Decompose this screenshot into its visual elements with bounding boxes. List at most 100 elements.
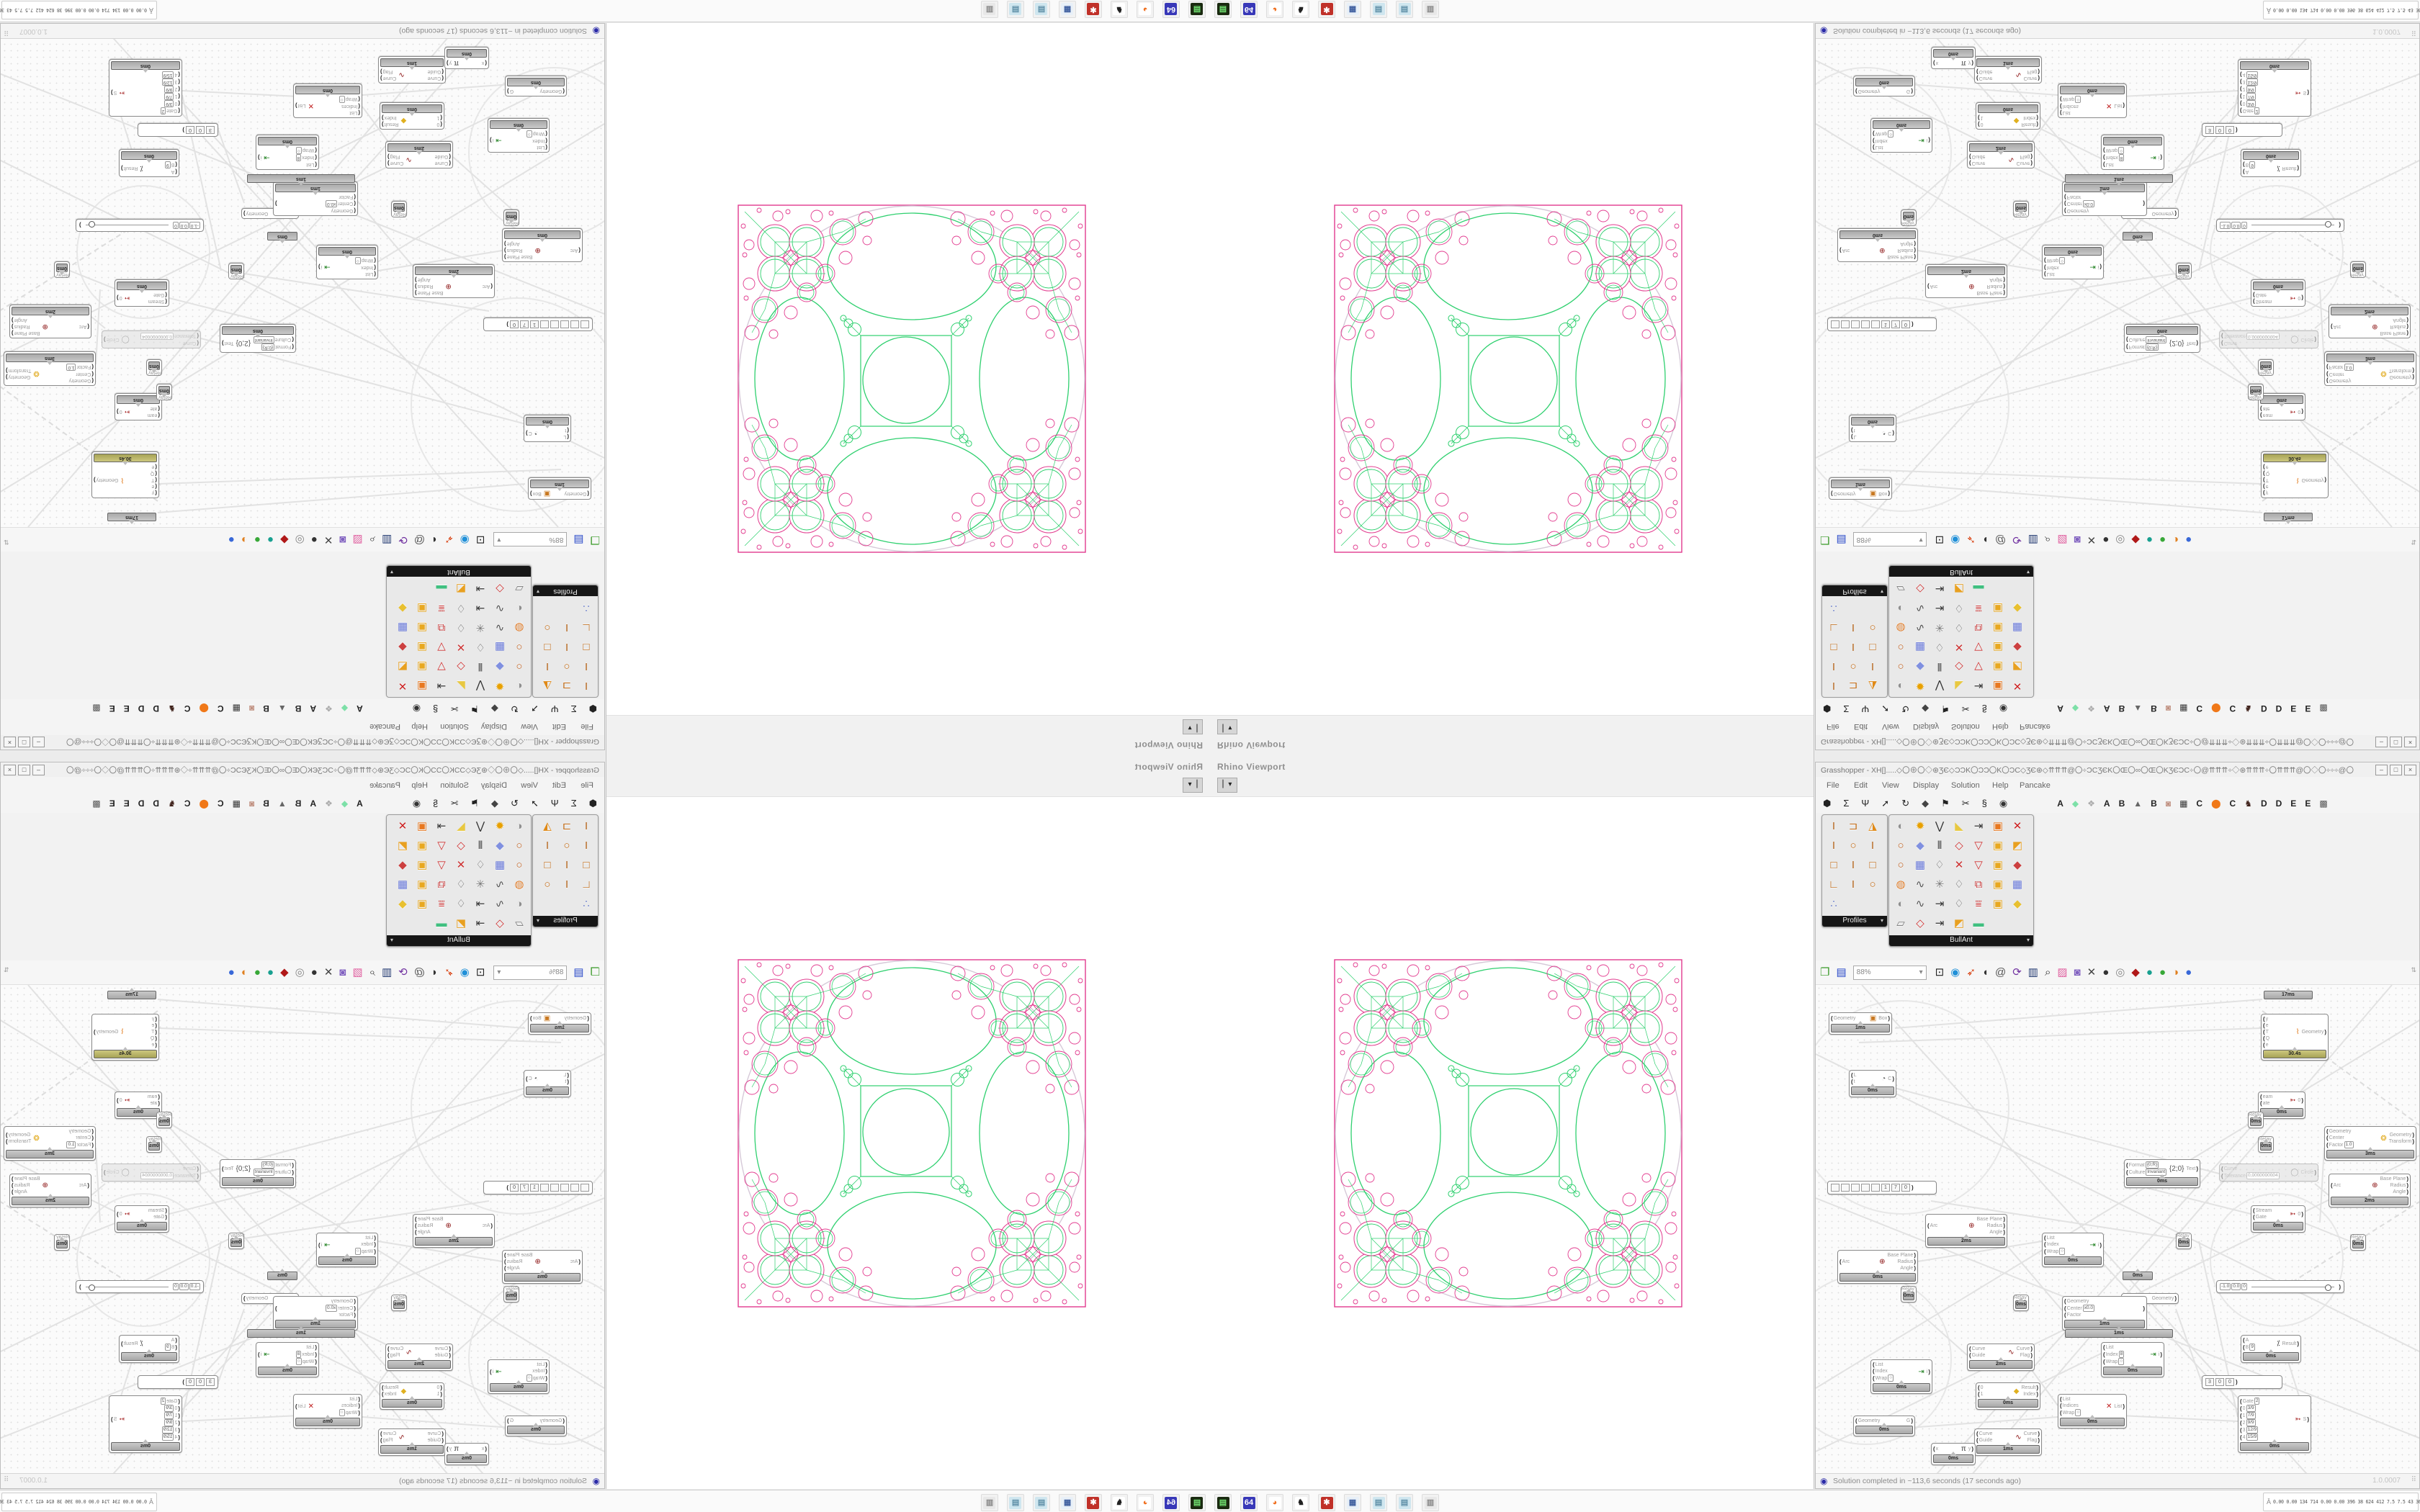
category-tab-6[interactable]: ⚑ (470, 798, 479, 809)
output-jack[interactable]: ) (2099, 264, 2102, 271)
value-chip[interactable]: ○ (2075, 96, 2081, 103)
output-jack[interactable]: ) (117, 1097, 119, 1104)
gh-node[interactable]: (0(1 ◆ Result) Index) 0ms (1976, 102, 2040, 130)
input-jack[interactable]: ( (1831, 490, 1833, 497)
input-jack[interactable]: ( (1873, 1374, 1875, 1382)
category-tab-9[interactable]: ◉ (1999, 703, 2008, 714)
camera-icon[interactable]: ◖ (1981, 534, 1989, 546)
palette-component-icon[interactable]: ▽ (437, 840, 446, 852)
category-tab-4[interactable]: ↻ (1901, 703, 1910, 714)
value-chip[interactable]: 0 (173, 222, 179, 229)
gh-node[interactable]: (Arc ⊕ Base Plane) Radius) Angle) 2ms (413, 264, 495, 298)
palette-component-icon[interactable]: ✳ (1935, 878, 1945, 891)
input-jack[interactable]: ( (178, 93, 180, 100)
palette-component-icon[interactable]: ◇ (457, 660, 465, 672)
palette-component-icon[interactable]: ♢ (1954, 878, 1964, 891)
gh-node[interactable]: (eam(ate ➳ 0) 0ms (2258, 1092, 2305, 1119)
palette-component-icon[interactable]: ◩ (455, 582, 467, 595)
palette-component-icon[interactable]: I (565, 621, 569, 634)
input-jack[interactable]: ( (442, 1437, 444, 1444)
input-jack[interactable]: ( (87, 1182, 89, 1189)
drive-app-icon[interactable]: ▤ (1214, 1494, 1232, 1511)
output-jack[interactable]: ) (380, 75, 382, 81)
output-jack[interactable]: ) (2406, 330, 2408, 336)
gh-node[interactable]: (Format {0;R}(Culture Invariant {2;0} Text) 0… (220, 1159, 296, 1188)
category-tab-3[interactable]: ➚ (530, 798, 539, 809)
output-jack[interactable]: ) (2314, 336, 2316, 343)
category-tab-8[interactable]: § (1981, 703, 1987, 714)
notepad-app-icon[interactable]: ▤ (1033, 1494, 1050, 1511)
palette-component-icon[interactable]: ◇ (1955, 660, 1963, 672)
input-jack[interactable]: ( (2044, 1241, 2046, 1248)
gh-node[interactable]: Relay 0ms (228, 263, 244, 279)
gh-node[interactable]: Relay 0ms (2258, 1136, 2275, 1153)
palette-component-icon[interactable]: ◇ (457, 840, 465, 852)
input-jack[interactable]: ( (2263, 483, 2265, 490)
gh-node[interactable]: (List(Index(Wrap ○ ⇥ i) 0ms (488, 1359, 550, 1394)
output-jack[interactable]: ) (2324, 1029, 2326, 1035)
output-jack[interactable]: ) (222, 1165, 224, 1172)
output-jack[interactable]: ) (2406, 323, 2408, 330)
notepad2-app-icon[interactable]: ▤ (1007, 1494, 1024, 1511)
gh-node[interactable]: (Geometry(Center x0.0(Factor) 1ms (2062, 181, 2147, 216)
maximize-button[interactable]: □ (18, 765, 30, 775)
gh-node[interactable]: (Geometry ▣ Box) 1ms (528, 477, 591, 500)
palette-component-icon[interactable]: ▣ (1992, 859, 2004, 871)
output-jack[interactable]: ) (1912, 321, 1914, 328)
category-tab-4[interactable]: ↻ (510, 798, 519, 809)
palette-component-icon[interactable]: ✕ (1954, 641, 1964, 653)
input-jack[interactable]: ( (2044, 271, 2046, 277)
input-jack[interactable]: ( (158, 1100, 160, 1107)
output-jack[interactable]: ) (117, 1210, 119, 1218)
palette-component-icon[interactable]: ◣ (457, 680, 465, 692)
output-jack[interactable]: ) (1888, 1015, 1890, 1022)
menu-display[interactable]: Display (1913, 781, 1940, 790)
input-jack[interactable]: ( (2240, 93, 2242, 100)
input-jack[interactable]: ( (2326, 1135, 2329, 1141)
input-jack[interactable]: ( (178, 1426, 180, 1434)
value-chip[interactable]: 2 (160, 1398, 166, 1405)
gh-node[interactable]: (0(1 ◆ Result) Index) 0ms (380, 1382, 444, 1410)
output-jack[interactable]: ) (2030, 153, 2033, 160)
output-jack[interactable]: ) (506, 1184, 508, 1191)
palette-component-icon[interactable]: ⫴ (478, 840, 483, 852)
palette-component-icon[interactable]: ⊐ (1848, 820, 1858, 832)
palette-component-icon[interactable]: ◐ (516, 602, 523, 614)
category-tab-7[interactable]: ✂ (1961, 703, 1970, 714)
preview-off-icon[interactable]: ● (2102, 966, 2110, 978)
output-jack[interactable]: ) (1888, 490, 1890, 497)
notepad2-app-icon[interactable]: ▤ (1396, 1494, 1413, 1511)
output-jack[interactable]: ) (2339, 222, 2341, 229)
cat-app-icon[interactable]: ♞ (1111, 1494, 1128, 1511)
zoom-extents-icon[interactable]: ⊡ (475, 966, 485, 978)
input-jack[interactable]: ( (374, 1248, 376, 1255)
output-jack[interactable]: ) (104, 1169, 106, 1176)
input-jack[interactable]: ( (2103, 1344, 2105, 1351)
plugin-tab-6[interactable]: B (263, 703, 269, 714)
palette-component-icon[interactable]: I (545, 840, 550, 852)
gh-node[interactable]: 1ms (246, 1326, 357, 1339)
input-jack[interactable]: ( (165, 298, 167, 305)
zoom-extents-icon[interactable]: ⊡ (1935, 534, 1945, 546)
output-jack[interactable]: ) (2123, 1403, 2125, 1410)
palette-component-icon[interactable]: I (1870, 660, 1875, 672)
value-chip[interactable]: 15/9 (2246, 71, 2259, 78)
lightbulb-icon[interactable]: ◙ (2074, 966, 2081, 978)
input-jack[interactable]: ( (358, 109, 360, 116)
output-jack[interactable]: ) (12, 1176, 14, 1182)
finder-icon[interactable]: ⌕ (2044, 966, 2051, 978)
gh-node[interactable]: (Geometry ▣ Box) 1ms (1829, 477, 1892, 500)
input-jack[interactable]: ( (91, 1135, 94, 1141)
plugin-tab-15[interactable]: E (123, 798, 130, 809)
preview-eye-icon[interactable]: ◉ (460, 534, 470, 546)
gh-node[interactable]: (Curve(Guide ∿ Curve) Flag) 1ms (1974, 56, 2042, 84)
palette-component-icon[interactable]: ▣ (416, 641, 428, 653)
menu-solution[interactable]: Solution (1951, 722, 1980, 731)
palette-component-icon[interactable]: ▦ (494, 859, 506, 871)
palette-expand-icon[interactable]: ▾ (2026, 937, 2030, 943)
gh-node[interactable]: (L(t ◔ C) 0ms (524, 1070, 571, 1097)
output-jack[interactable]: ) (2406, 317, 2408, 323)
toolbar-spinner[interactable]: ⇅ (2411, 966, 2416, 973)
input-jack[interactable]: ( (354, 1305, 356, 1312)
palette-component-icon[interactable]: ▣ (1992, 898, 2004, 910)
